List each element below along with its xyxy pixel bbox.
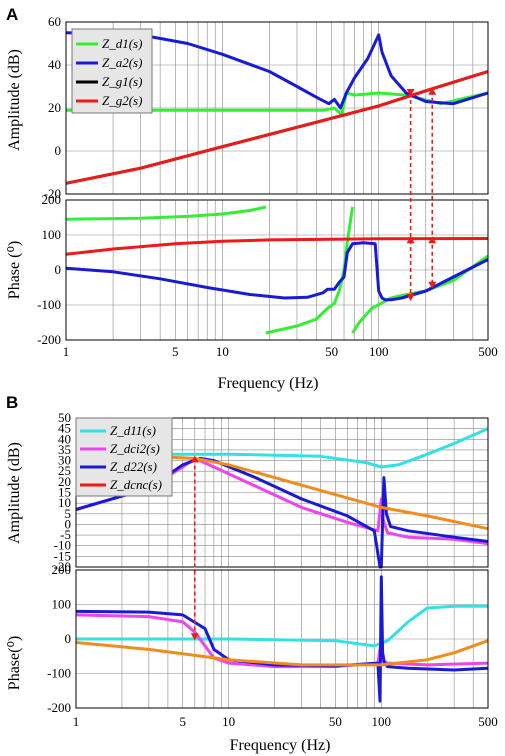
marker-arrow-c0-s1-0 bbox=[406, 236, 415, 244]
plot-frame-c0-s1 bbox=[65, 199, 489, 341]
ytick-label-c1-s0: 0 bbox=[65, 516, 72, 531]
ytick-label-c0-s0: 0 bbox=[55, 143, 62, 158]
ytick-label-c1-s0: 45 bbox=[58, 421, 71, 436]
ytick-label-c1-s0: -15 bbox=[54, 548, 71, 563]
ytick-label-c1-s0: 10 bbox=[58, 495, 71, 510]
ytick-label-c1-s0: 30 bbox=[58, 453, 71, 468]
ytick-label-c0-s0: 40 bbox=[48, 57, 61, 72]
legend-b-entry-3: Z_d22(s) bbox=[110, 459, 157, 474]
legend-a-entry-3: Z_g1(s) bbox=[102, 74, 142, 89]
ytick-label-c0-s0: -20 bbox=[44, 186, 61, 201]
ytick-label-c1-s1: -100 bbox=[47, 666, 71, 681]
xtick-label-c1: 100 bbox=[372, 714, 392, 729]
legend-b-entry-2: Z_dci2(s) bbox=[110, 441, 160, 456]
xtick-label-c0: 1 bbox=[63, 344, 70, 359]
ytick-label-c0-s1: 0 bbox=[55, 262, 62, 277]
xtick-label-c0: 50 bbox=[325, 344, 338, 359]
ytick-label-c0-s1: 100 bbox=[42, 227, 62, 242]
ytick-label-c1-s0: -20 bbox=[54, 559, 71, 574]
ytick-label-c1-s0: -5 bbox=[60, 527, 71, 542]
ytick-label-c1-s0: 35 bbox=[58, 442, 71, 457]
legend-b-entry-1: Z_d11(s) bbox=[110, 423, 156, 438]
panel-label-a: A bbox=[6, 5, 18, 24]
ytick-label-c1-s1: 0 bbox=[65, 631, 72, 646]
xtick-label-c0: 5 bbox=[172, 344, 179, 359]
legend-a-entry-4: Z_g2(s) bbox=[102, 93, 142, 108]
series-c0-s0-3 bbox=[65, 70, 489, 185]
series-c0-s1-1 bbox=[265, 206, 354, 335]
series-c1-s1-2 bbox=[75, 575, 489, 703]
ytick-label-c0-s0: 60 bbox=[48, 14, 61, 29]
ylabel-a-amplitude: Amplitude (dB) bbox=[6, 49, 23, 151]
ytick-label-c1-s0: -10 bbox=[54, 538, 71, 553]
ylabel-b-phase: Phase(⁰) bbox=[6, 636, 23, 690]
ytick-label-c0-s1: -200 bbox=[37, 332, 61, 347]
ytick-label-c1-s0: 15 bbox=[58, 485, 71, 500]
plot-frame-c1-s1 bbox=[75, 569, 489, 709]
ytick-label-c1-s1: 100 bbox=[52, 597, 72, 612]
series-c0-s1-0 bbox=[65, 205, 267, 221]
ytick-label-c0-s0: 20 bbox=[48, 100, 61, 115]
series-c1-s1-3 bbox=[75, 639, 489, 667]
series-c0-s1-2 bbox=[351, 254, 489, 334]
series-c1-s1-1 bbox=[75, 613, 489, 669]
legend-b-entry-4: Z_dcnc(s) bbox=[110, 477, 162, 492]
ytick-label-c0-s1: -100 bbox=[37, 297, 61, 312]
series-c1-s1-0 bbox=[76, 604, 488, 648]
ylabel-b-amplitude: Amplitude (dB) bbox=[6, 442, 23, 544]
panel-label-b: B bbox=[6, 393, 18, 412]
ytick-label-c1-s1: -200 bbox=[47, 700, 71, 715]
xtick-label-c1: 50 bbox=[329, 714, 342, 729]
ylabel-a-phase: Phase (⁰) bbox=[6, 241, 23, 299]
series-c1-s0-0 bbox=[76, 427, 489, 469]
xtick-label-c1: 10 bbox=[222, 714, 235, 729]
xlabel-a: Frequency (Hz) bbox=[218, 375, 319, 392]
xtick-label-c1: 5 bbox=[179, 714, 186, 729]
ytick-label-c1-s0: 50 bbox=[58, 410, 71, 425]
ytick-label-c1-s0: 20 bbox=[58, 474, 71, 489]
ytick-label-c1-s0: 5 bbox=[65, 506, 72, 521]
legend-a: Z_d1(s) Z_a2(s) Z_g1(s) Z_g2(s) bbox=[71, 28, 153, 114]
series-c0-s0-1 bbox=[65, 31, 489, 110]
ytick-label-c0-s1: 200 bbox=[42, 192, 62, 207]
ytick-label-c1-s1: 200 bbox=[52, 562, 72, 577]
plot-frame-c0-s0 bbox=[65, 21, 489, 195]
ytick-label-c1-s0: 25 bbox=[58, 463, 71, 478]
xtick-label-c0: 100 bbox=[369, 344, 389, 359]
xtick-label-c1: 1 bbox=[73, 714, 80, 729]
legend-b: Z_d11(s) Z_dci2(s) Z_d22(s) Z_dcnc(s) bbox=[75, 417, 173, 497]
xlabel-b: Frequency (Hz) bbox=[230, 737, 331, 754]
marker-arrow-c0-s1-2 bbox=[428, 281, 437, 289]
marker-arrow-c0-s0-0 bbox=[406, 88, 415, 96]
series-c0-s1-3 bbox=[65, 241, 489, 302]
ytick-label-c1-s0: 40 bbox=[58, 431, 71, 446]
xtick-label-c1: 500 bbox=[478, 714, 498, 729]
legend-a-entry-1: Z_d1(s) bbox=[102, 36, 142, 51]
xtick-label-c0: 500 bbox=[478, 344, 498, 359]
legend-a-entry-2: Z_a2(s) bbox=[102, 55, 142, 70]
series-c0-s1-4 bbox=[65, 237, 489, 256]
xtick-label-c0: 10 bbox=[216, 344, 229, 359]
